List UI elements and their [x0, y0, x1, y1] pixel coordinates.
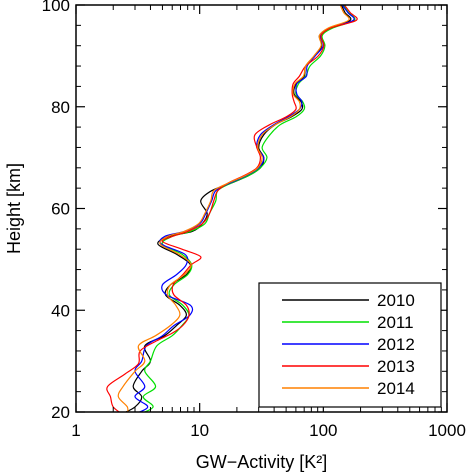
- series-line-2012: [134, 5, 355, 412]
- legend-box: [258, 282, 442, 408]
- series-line-2014: [117, 5, 350, 412]
- series-line-2011: [142, 5, 356, 412]
- y-tick-label: 40: [51, 301, 70, 320]
- y-tick-label: 60: [51, 200, 70, 219]
- x-tick-label: 1: [71, 421, 80, 440]
- legend: 2010 2011 2012 2013 2014: [258, 282, 442, 408]
- x-tick-label: 100: [309, 421, 337, 440]
- legend-label-2010: 2010: [377, 291, 415, 310]
- ticks-layer: 1 10 100 1000 20 40 60 80 100: [42, 0, 466, 440]
- legend-label-2011: 2011: [377, 313, 414, 332]
- y-tick-label: 80: [51, 98, 70, 117]
- x-tick-label: 1000: [428, 421, 466, 440]
- y-tick-label: 20: [51, 403, 70, 422]
- series-line-2013: [106, 5, 358, 412]
- legend-label-2014: 2014: [377, 379, 415, 398]
- legend-label-2013: 2013: [377, 357, 415, 376]
- legend-label-2012: 2012: [377, 335, 415, 354]
- y-tick-label: 100: [42, 0, 70, 15]
- y-axis-title: Height [km]: [4, 163, 24, 254]
- x-axis-title: GW−Activity [K²]: [196, 452, 328, 472]
- series-layer: [106, 5, 358, 412]
- x-tick-label: 10: [190, 421, 209, 440]
